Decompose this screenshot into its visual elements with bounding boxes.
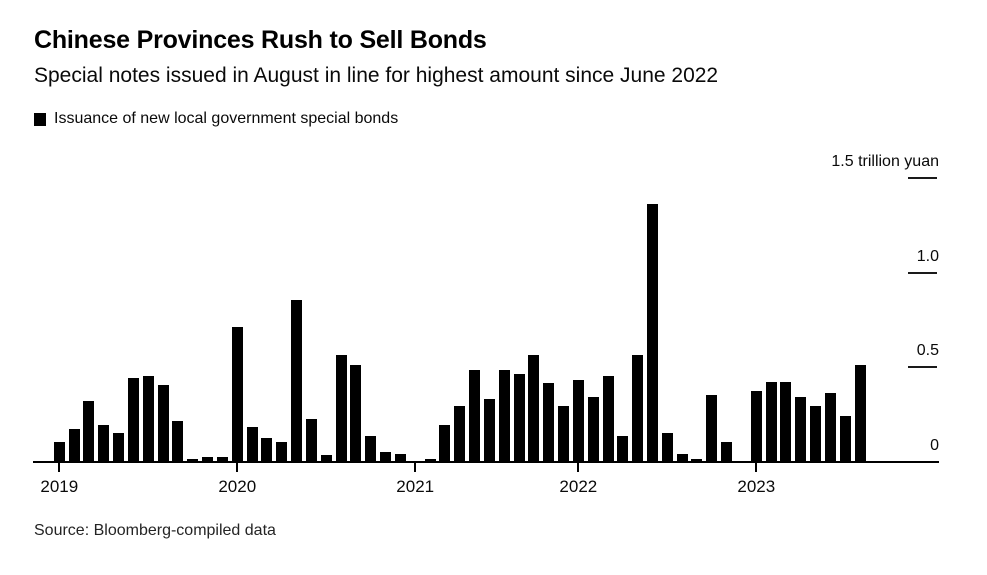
x-axis-year-label: 2019 <box>40 477 79 496</box>
bar <box>854 365 866 463</box>
bar <box>424 459 436 463</box>
bar <box>380 452 392 463</box>
bar <box>142 376 154 463</box>
bar <box>320 455 332 463</box>
bar <box>721 442 733 463</box>
x-axis-tick <box>58 463 61 472</box>
bar <box>617 436 629 463</box>
bar <box>127 378 139 463</box>
y-axis-tick <box>908 366 937 368</box>
bar <box>291 300 303 463</box>
bar <box>68 429 80 463</box>
bar <box>513 374 525 463</box>
bar <box>572 380 584 463</box>
legend-swatch-icon <box>34 112 46 126</box>
bar <box>795 397 807 463</box>
x-axis-tick <box>236 463 239 472</box>
bar <box>202 457 214 463</box>
bar <box>439 425 451 463</box>
bar <box>839 416 851 463</box>
x-axis-tick <box>755 463 758 472</box>
bar <box>335 355 347 463</box>
bar <box>765 382 777 463</box>
y-axis-label: 0 <box>930 437 939 454</box>
bar <box>706 395 718 463</box>
bar <box>691 459 703 463</box>
bar <box>53 442 65 463</box>
bar <box>810 406 822 463</box>
bar <box>261 438 273 463</box>
y-axis-label: 0.5 <box>916 342 939 359</box>
bar <box>276 442 288 463</box>
bar <box>483 399 495 463</box>
bar <box>498 370 510 463</box>
bar <box>528 355 540 463</box>
bar <box>83 401 95 463</box>
bar <box>409 461 421 463</box>
y-axis-tick <box>908 272 937 274</box>
bar <box>98 425 110 463</box>
bar <box>216 457 228 463</box>
bar <box>157 385 169 463</box>
source-note: Source: Bloomberg-compiled data <box>34 522 276 539</box>
x-axis-year-label: 2023 <box>737 477 776 496</box>
bar <box>246 427 258 463</box>
bar <box>172 421 184 463</box>
bar <box>750 391 762 463</box>
bar <box>305 419 317 463</box>
x-axis-year-label: 2021 <box>396 477 435 496</box>
bar <box>350 365 362 463</box>
bar-chart: 0 0.5 1.0 1.5 trillion yuan 2019 2020 2021 2022… <box>33 153 939 496</box>
bar <box>558 406 570 463</box>
bar <box>824 393 836 463</box>
x-axis-tick <box>414 463 417 472</box>
bar <box>647 204 658 463</box>
bar <box>231 327 243 463</box>
bar <box>454 406 466 463</box>
x-axis-tick <box>577 463 580 472</box>
legend: Issuance of new local government special… <box>34 110 398 128</box>
bar <box>676 454 688 463</box>
y-axis-label: 1.5 trillion yuan <box>831 153 939 170</box>
y-axis-label: 1.0 <box>916 248 939 265</box>
bar <box>543 383 555 463</box>
bar <box>187 459 199 463</box>
bar <box>735 461 747 463</box>
bar <box>602 376 614 463</box>
bar <box>780 382 792 463</box>
legend-label: Issuance of new local government special… <box>54 110 399 127</box>
x-axis-year-label: 2020 <box>218 477 257 496</box>
y-axis-tick <box>908 177 937 179</box>
bar <box>365 436 377 463</box>
chart-subtitle: Special notes issued in August in line f… <box>34 64 719 87</box>
bar <box>587 397 599 463</box>
bar <box>113 433 125 463</box>
bar <box>661 433 673 463</box>
bar <box>469 370 481 463</box>
bar <box>632 355 644 463</box>
chart-title: Chinese Provinces Rush to Sell Bonds <box>34 26 487 54</box>
bar <box>394 454 406 463</box>
x-axis-year-label: 2022 <box>559 477 598 496</box>
